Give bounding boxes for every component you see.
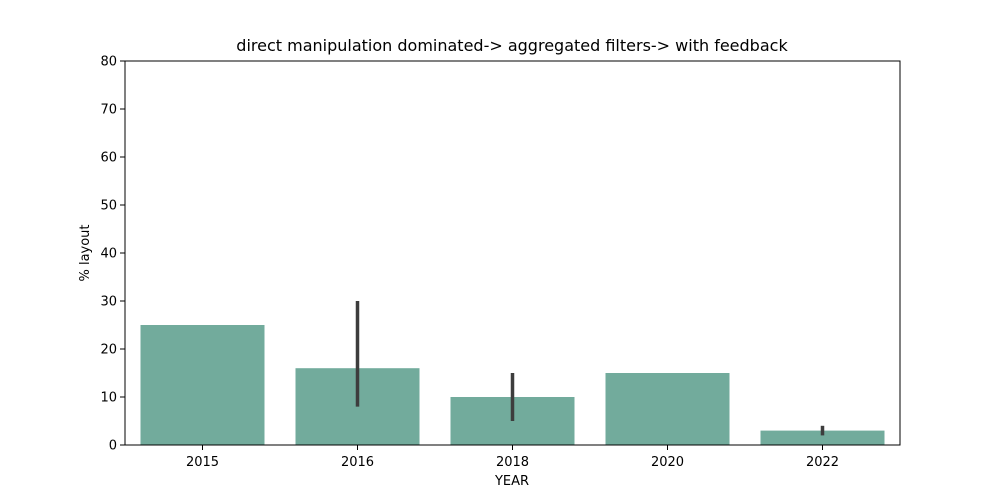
y-tick-label: 10 <box>100 391 117 406</box>
y-tick-label: 0 <box>109 439 117 454</box>
x-tick-label: 2015 <box>186 455 219 470</box>
y-tick-label: 70 <box>100 103 117 118</box>
bar <box>140 325 265 445</box>
x-tick-label: 2020 <box>651 455 684 470</box>
chart-title: direct manipulation dominated-> aggregat… <box>236 36 788 55</box>
y-tick-label: 30 <box>100 295 117 310</box>
y-tick-label: 40 <box>100 247 117 262</box>
y-tick-label: 80 <box>100 55 117 70</box>
bar <box>605 373 730 445</box>
plot-frame <box>124 60 901 446</box>
x-tick-label: 2018 <box>496 455 529 470</box>
y-axis-label: % layout <box>78 224 93 281</box>
x-tick-label: 2022 <box>806 455 839 470</box>
plot-area: 0 10 20 30 40 50 60 70 80 2015 2016 2018 2020 2022 <box>100 55 885 470</box>
bar <box>760 430 885 445</box>
y-tick-label: 60 <box>100 151 117 166</box>
x-axis-label: YEAR <box>494 474 529 489</box>
y-tick-label: 20 <box>100 343 117 358</box>
y-tick-label: 50 <box>100 199 117 214</box>
x-tick-label: 2016 <box>341 455 374 470</box>
